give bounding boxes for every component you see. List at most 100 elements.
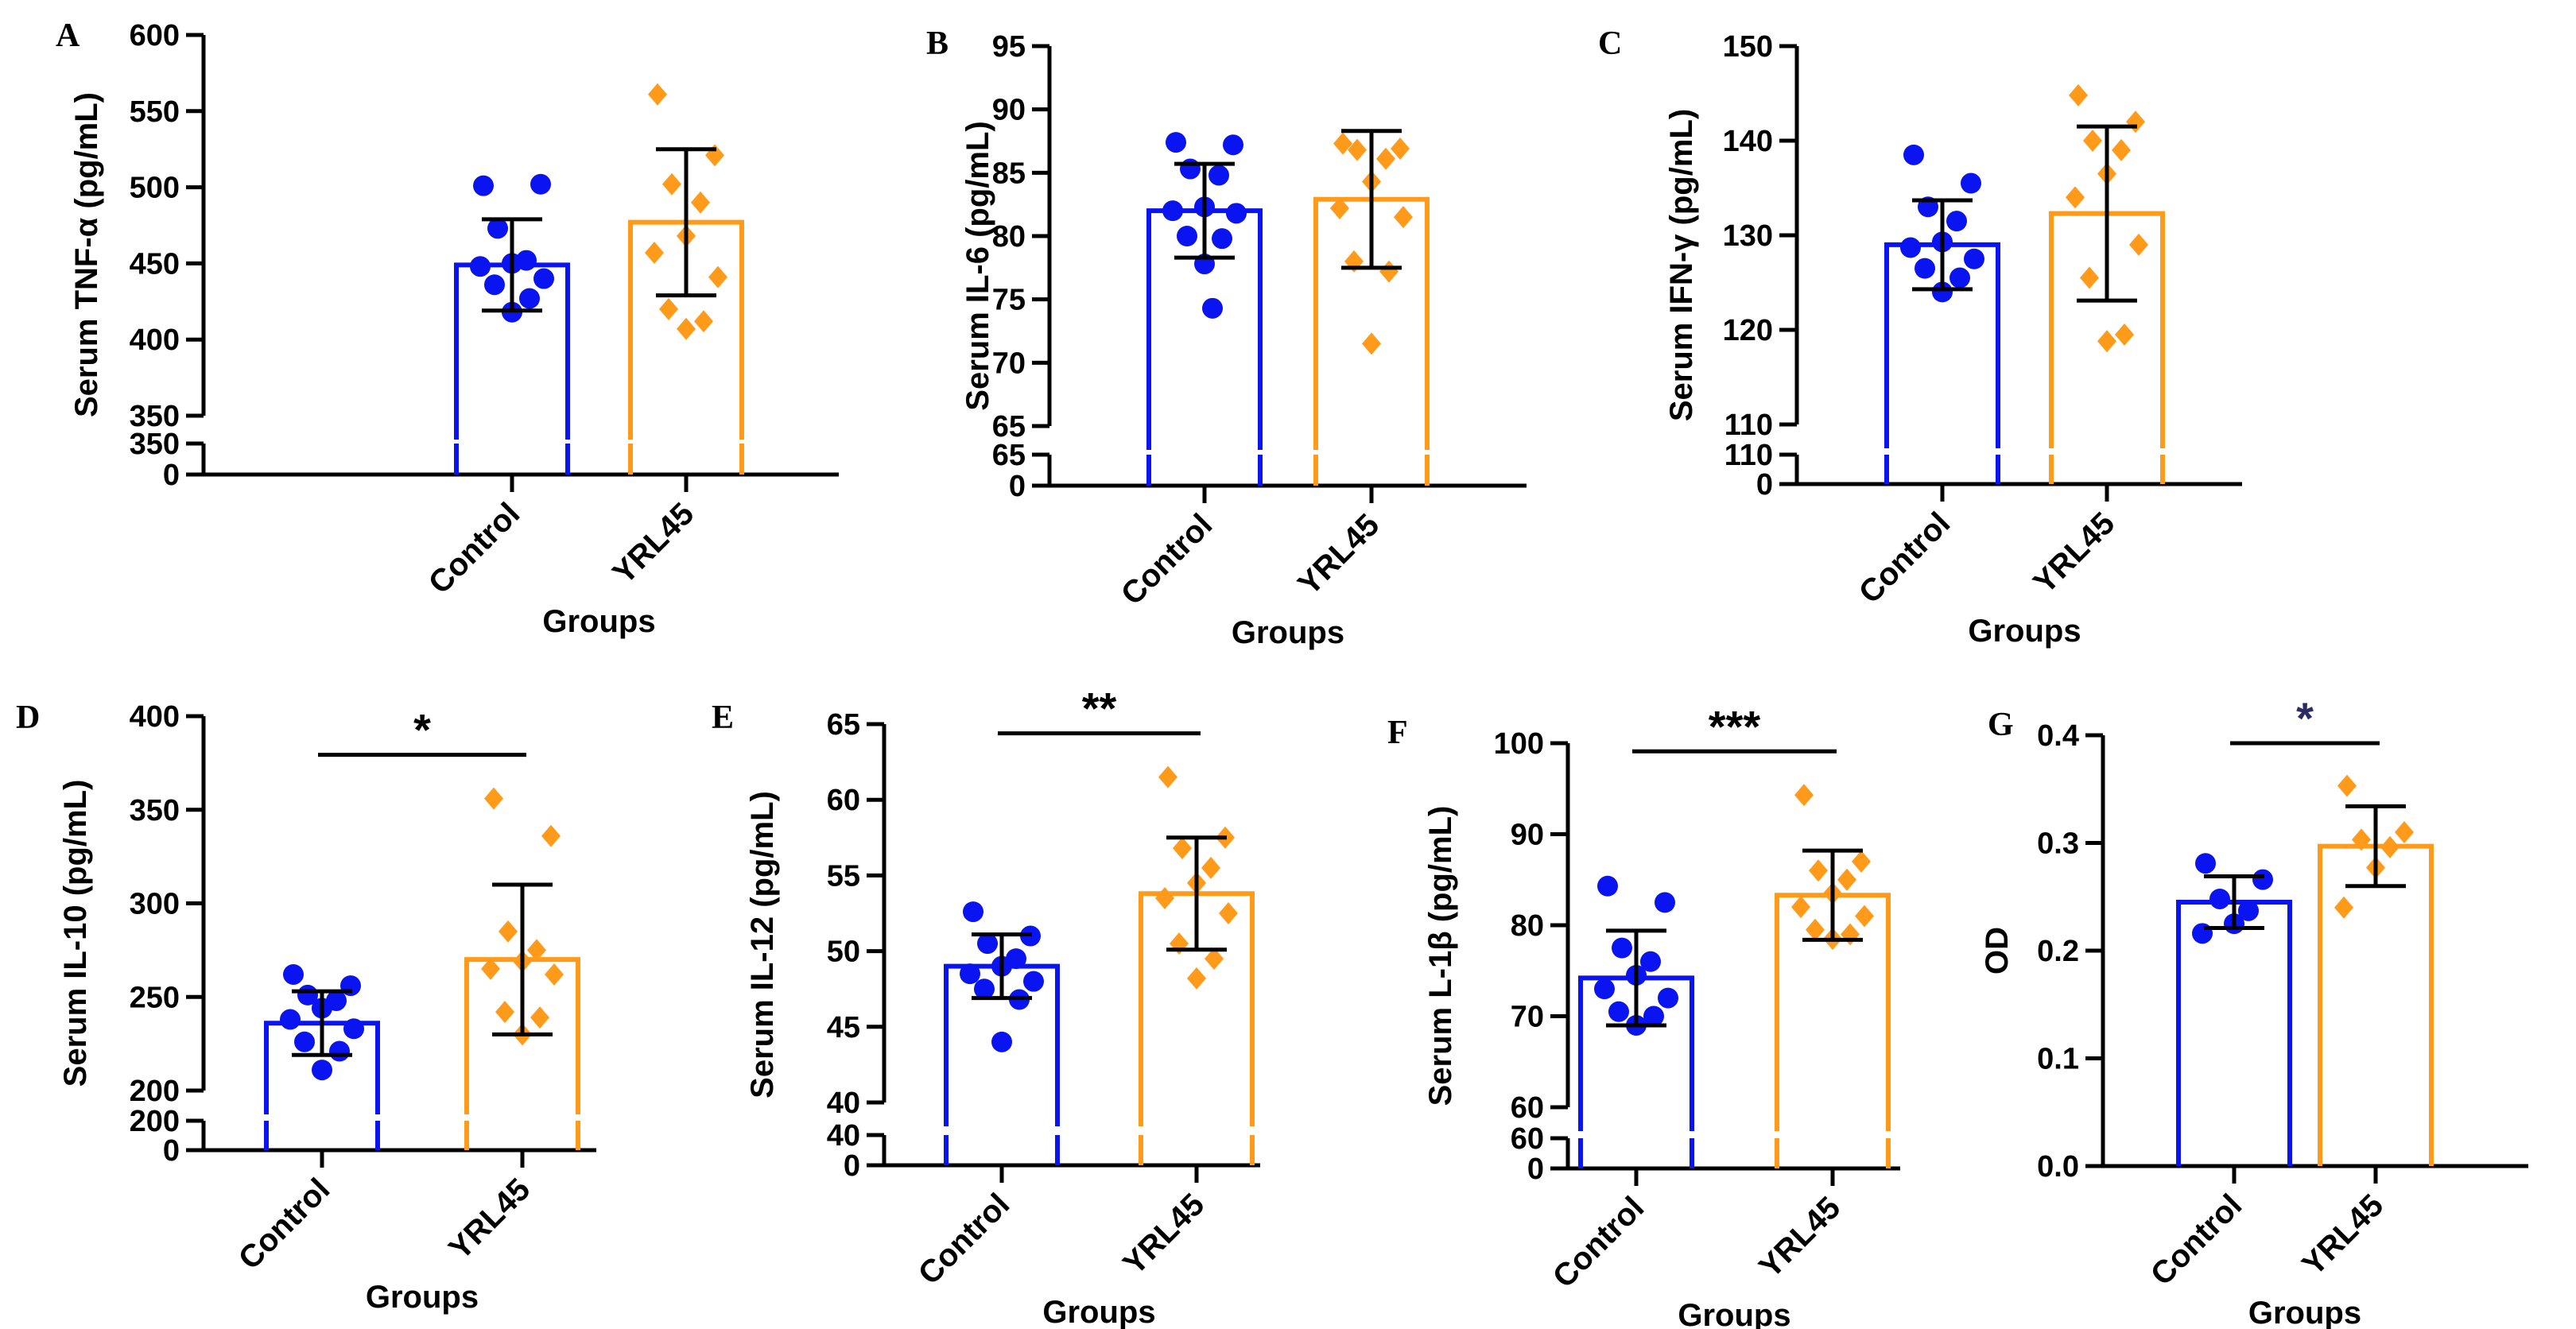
- panel-label: B: [926, 25, 949, 62]
- data-point: [2352, 828, 2371, 851]
- data-point: [1946, 211, 1967, 232]
- x-axis-title: Groups: [2248, 1296, 2361, 1329]
- y-tick-label: 50: [827, 936, 860, 969]
- x-tick-label: Control: [1852, 506, 1957, 610]
- data-point: [1219, 902, 1238, 924]
- data-point: [1806, 918, 1825, 941]
- data-point: [1932, 281, 1953, 303]
- data-point: [662, 172, 681, 196]
- y-tick-label: 80: [1511, 909, 1544, 943]
- y-tick-label: 300: [130, 888, 180, 921]
- data-point: [1597, 875, 1618, 897]
- y-axis-title: Serum IFN-γ (pg/mL): [1664, 109, 1699, 421]
- data-point: [2097, 330, 2116, 353]
- y-tick-label: 0.1: [2037, 1043, 2079, 1076]
- data-point: [1964, 248, 1984, 269]
- data-point: [487, 218, 508, 239]
- panel-label: G: [1988, 707, 2014, 743]
- y-tick-label: 0.4: [2037, 719, 2079, 753]
- data-point: [1379, 260, 1399, 283]
- data-point: [1809, 859, 1828, 882]
- data-point: [481, 957, 500, 980]
- x-tick-label: YRL45: [442, 1172, 537, 1266]
- y-tick-label: 0: [1527, 1153, 1544, 1186]
- data-point: [2238, 900, 2259, 921]
- y-tick-label: 350: [130, 400, 180, 433]
- y-tick-label: 350: [130, 428, 180, 461]
- y-tick-label: 70: [992, 347, 1026, 380]
- data-point: [495, 1001, 514, 1024]
- y-axis-title: Serum IL-12 (pg/mL): [745, 791, 780, 1098]
- data-point: [2066, 186, 2085, 209]
- y-axis-title: OD: [1980, 927, 2015, 974]
- significance-marker: *: [2296, 693, 2314, 743]
- x-tick-label: Control: [912, 1187, 1017, 1292]
- data-point: [1166, 132, 1186, 153]
- data-point: [545, 963, 564, 986]
- x-axis-title: Groups: [1232, 615, 1344, 650]
- y-tick-label: 130: [1723, 219, 1773, 253]
- data-point: [1394, 206, 1413, 229]
- data-point: [645, 241, 664, 264]
- y-tick-label: 0: [1756, 468, 1773, 502]
- data-point: [2083, 130, 2102, 152]
- x-axis-title: Groups: [542, 604, 655, 639]
- y-tick-label: 65: [992, 410, 1026, 444]
- data-point: [519, 288, 540, 309]
- y-tick-label: 0: [1009, 470, 1026, 503]
- y-tick-label: 0.2: [2037, 935, 2079, 968]
- y-tick-label: 0: [163, 1134, 180, 1168]
- y-tick-label: 120: [1723, 314, 1773, 347]
- data-point: [329, 1040, 350, 1062]
- y-tick-label: 90: [1511, 819, 1544, 852]
- y-tick-label: 600: [130, 19, 180, 52]
- data-point: [541, 824, 561, 847]
- data-point: [1212, 228, 1232, 250]
- data-point: [677, 317, 696, 340]
- y-tick-label: 110: [1724, 439, 1773, 472]
- y-tick-label: 40: [827, 1087, 860, 1120]
- y-tick-label: 40: [827, 1119, 860, 1153]
- data-point: [2126, 110, 2145, 134]
- y-tick-label: 75: [992, 284, 1026, 317]
- y-axis-title: Serum IL-10 (pg/mL): [58, 780, 93, 1087]
- data-point: [1608, 1001, 1629, 1022]
- y-tick-label: 150: [1723, 30, 1773, 64]
- y-axis-title: Serum IL-6 (pg/mL): [960, 121, 995, 410]
- data-point: [2080, 266, 2099, 289]
- y-tick-label: 60: [827, 784, 860, 817]
- data-point: [1376, 147, 1395, 170]
- data-point: [2337, 774, 2357, 797]
- data-point: [1155, 886, 1174, 909]
- x-tick-label: YRL45: [2027, 506, 2121, 600]
- x-tick-label: Control: [1115, 507, 1220, 612]
- data-point: [343, 1018, 364, 1040]
- data-point: [1391, 138, 1410, 161]
- data-point: [312, 1060, 332, 1081]
- y-tick-label: 400: [130, 324, 180, 357]
- y-tick-label: 0: [844, 1149, 860, 1183]
- data-point: [470, 256, 491, 277]
- x-tick-label: YRL45: [606, 496, 700, 591]
- data-point: [1348, 138, 1367, 161]
- data-point: [1643, 1005, 1664, 1027]
- data-point: [2115, 323, 2134, 346]
- y-tick-label: 55: [827, 859, 860, 893]
- data-point: [1208, 165, 1229, 186]
- data-point: [1205, 947, 1224, 971]
- x-tick-label: YRL45: [1116, 1187, 1211, 1281]
- data-point: [691, 191, 710, 214]
- x-axis-title: Groups: [1042, 1295, 1155, 1329]
- y-tick-label: 100: [1494, 727, 1544, 761]
- data-point: [2069, 83, 2088, 107]
- data-point: [1223, 134, 1243, 156]
- y-tick-label: 0.0: [2037, 1150, 2079, 1184]
- data-point: [1612, 937, 1632, 959]
- data-point: [1915, 258, 1935, 279]
- y-tick-label: 250: [130, 981, 180, 1014]
- data-point: [1961, 172, 1981, 194]
- y-tick-label: 60: [1511, 1122, 1544, 1156]
- significance-marker: ***: [1709, 701, 1761, 751]
